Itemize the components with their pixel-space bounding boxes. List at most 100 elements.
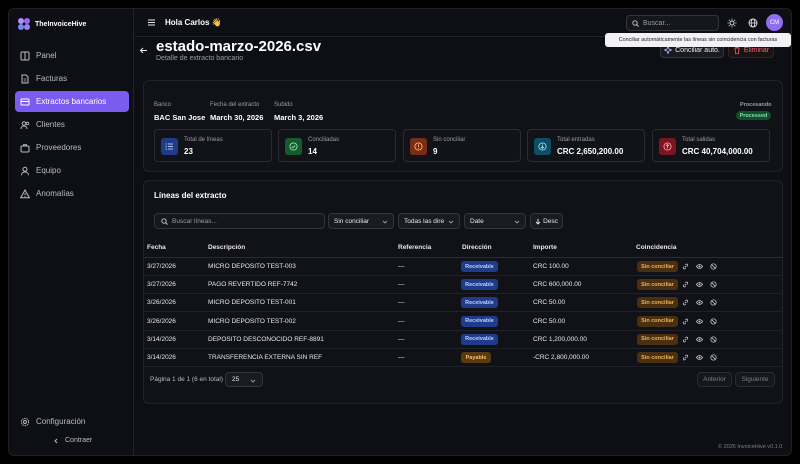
sort-order-button[interactable]: Desc — [530, 213, 563, 229]
sidebar-item-panel[interactable]: Panel — [15, 45, 129, 66]
stat-value: CRC 2,650,200.00 — [557, 147, 624, 156]
alert-circle-icon — [410, 138, 427, 155]
link-icon[interactable] — [682, 299, 689, 306]
arrow-down-icon — [535, 218, 541, 225]
menu-icon[interactable] — [147, 18, 156, 27]
table-row[interactable]: 3/27/2026 MICRO DEPOSITO TEST-003 — Receiva… — [144, 258, 782, 276]
bank-label: Banco — [154, 102, 172, 108]
match-status-badge: Sin conciliar — [637, 333, 678, 345]
cell-description: MICRO DEPOSITO TEST-002 — [208, 317, 296, 325]
sidebar-item-clientes[interactable]: Clientes — [15, 114, 129, 135]
sidebar-item-label: Proveedores — [36, 143, 82, 152]
sidebar-item-proveedores[interactable]: Proveedores — [15, 137, 129, 158]
ignore-icon[interactable] — [710, 263, 717, 270]
column-header-date[interactable]: Fecha — [147, 244, 166, 251]
theme-toggle-icon[interactable] — [727, 18, 737, 28]
eye-icon[interactable] — [696, 318, 703, 325]
column-header-match[interactable]: Coincidencia — [636, 244, 677, 251]
cell-reference: — — [398, 354, 405, 361]
global-search-input[interactable]: Buscar... — [626, 15, 719, 31]
cell-reference: — — [398, 299, 405, 307]
column-header-reference[interactable]: Referencia — [398, 244, 432, 251]
link-icon[interactable] — [682, 354, 689, 361]
cell-date: 3/14/2026 — [147, 335, 176, 343]
collapse-label: Contraer — [65, 437, 93, 444]
status-badge: Processed — [736, 111, 771, 120]
sidebar-item-facturas[interactable]: Facturas — [15, 68, 129, 89]
lines-search-placeholder: Buscar líneas... — [172, 217, 217, 225]
chevron-down-icon — [448, 220, 454, 224]
previous-page-button[interactable]: Anterior — [697, 372, 732, 387]
match-status-badge: Sin conciliar — [637, 315, 678, 327]
cell-date: 3/26/2026 — [147, 299, 176, 307]
eye-icon[interactable] — [696, 354, 703, 361]
sidebar-nav: Panel Facturas Extractos bancarios Clien… — [15, 45, 129, 206]
statement-date-label: Fecha del extracto — [210, 102, 260, 108]
stat-value: 23 — [184, 147, 193, 156]
sidebar: TheInvoiceHive Panel Facturas Extractos … — [9, 9, 134, 455]
cell-description: MICRO DEPOSITO TEST-003 — [208, 263, 296, 270]
direction-badge: Payable — [461, 352, 491, 363]
page-size-value: 25 — [232, 376, 240, 383]
direction-filter-select[interactable]: Todas las dire — [398, 213, 460, 229]
cell-description: DEPOSITO DESCONOCIDO REF-8891 — [208, 335, 324, 343]
page-size-select[interactable]: 25 — [225, 372, 263, 387]
sidebar-item-extractos[interactable]: Extractos bancarios — [15, 91, 129, 112]
table-header-divider — [144, 257, 782, 258]
statement-date-value: March 30, 2026 — [210, 113, 264, 122]
stat-value: 14 — [308, 147, 317, 156]
collapse-button[interactable]: Contraer — [53, 437, 92, 444]
link-icon[interactable] — [682, 318, 689, 325]
link-icon[interactable] — [682, 263, 689, 270]
warning-icon — [20, 188, 30, 198]
status-filter-value: Sin conciliar — [334, 217, 370, 225]
logo[interactable]: TheInvoiceHive — [16, 16, 86, 32]
tooltip: Conciliar automáticamente las líneas sin… — [605, 33, 791, 47]
table-row[interactable]: 3/26/2026 MICRO DEPOSITO TEST-002 — Receiva… — [144, 313, 782, 331]
column-header-amount[interactable]: Importe — [533, 244, 557, 251]
link-icon[interactable] — [682, 336, 689, 343]
sort-field-select[interactable]: Date — [464, 213, 526, 229]
sparkle-icon — [664, 46, 673, 54]
table-row[interactable]: 3/27/2026 PAGO REVERTIDO REF-7742 — Receiva… — [144, 276, 782, 295]
cell-description: MICRO DEPOSITO TEST-001 — [208, 299, 296, 307]
briefcase-icon — [20, 143, 30, 152]
match-status-badge: Sin conciliar — [637, 352, 678, 363]
sidebar-item-anomalias[interactable]: Anomalías — [15, 183, 129, 204]
eye-icon[interactable] — [696, 281, 703, 288]
page-subtitle: Detalle de extracto bancario — [156, 55, 244, 62]
back-arrow-icon[interactable] — [139, 46, 148, 55]
next-page-button[interactable]: Siguiente — [735, 372, 775, 387]
status-filter-select[interactable]: Sin conciliar — [328, 213, 394, 229]
ignore-icon[interactable] — [710, 336, 717, 343]
footer-version: © 2026 InvoiceHive v0.1.0 — [718, 444, 783, 450]
eye-icon[interactable] — [696, 299, 703, 306]
ignore-icon[interactable] — [710, 354, 717, 361]
table-row[interactable]: 3/14/2026 TRANSFERENCIA EXTERNA SIN REF — P… — [144, 349, 782, 367]
lines-title: Líneas del extracto — [154, 191, 227, 200]
sidebar-item-configuracion[interactable]: Configuración — [15, 411, 129, 432]
check-circle-icon — [285, 138, 302, 155]
logo-icon — [16, 16, 32, 32]
stat-reconciled: Conciliadas 14 — [278, 129, 396, 162]
table-row[interactable]: 3/26/2026 MICRO DEPOSITO TEST-001 — Receiva… — [144, 294, 782, 313]
stat-total-outflow: Total salidas CRC 40,704,000.00 — [652, 129, 770, 162]
uploaded-value: March 3, 2026 — [274, 113, 324, 122]
ignore-icon[interactable] — [710, 299, 717, 306]
sidebar-item-label: Facturas — [36, 74, 68, 83]
ignore-icon[interactable] — [710, 318, 717, 325]
direction-badge: Receivable — [461, 261, 498, 272]
cell-date: 3/27/2026 — [147, 281, 176, 289]
sidebar-item-equipo[interactable]: Equipo — [15, 160, 129, 181]
ignore-icon[interactable] — [710, 281, 717, 288]
globe-icon[interactable] — [748, 18, 758, 28]
column-header-direction[interactable]: Dirección — [462, 244, 492, 251]
eye-icon[interactable] — [696, 263, 703, 270]
column-header-description[interactable]: Descripción — [208, 244, 246, 251]
cell-amount: CRC 50.00 — [533, 299, 566, 307]
lines-search-input[interactable]: Buscar líneas... — [154, 213, 325, 229]
link-icon[interactable] — [682, 281, 689, 288]
eye-icon[interactable] — [696, 336, 703, 343]
avatar[interactable]: CM — [766, 14, 783, 31]
table-row[interactable]: 3/14/2026 DEPOSITO DESCONOCIDO REF-8891 — R… — [144, 331, 782, 349]
